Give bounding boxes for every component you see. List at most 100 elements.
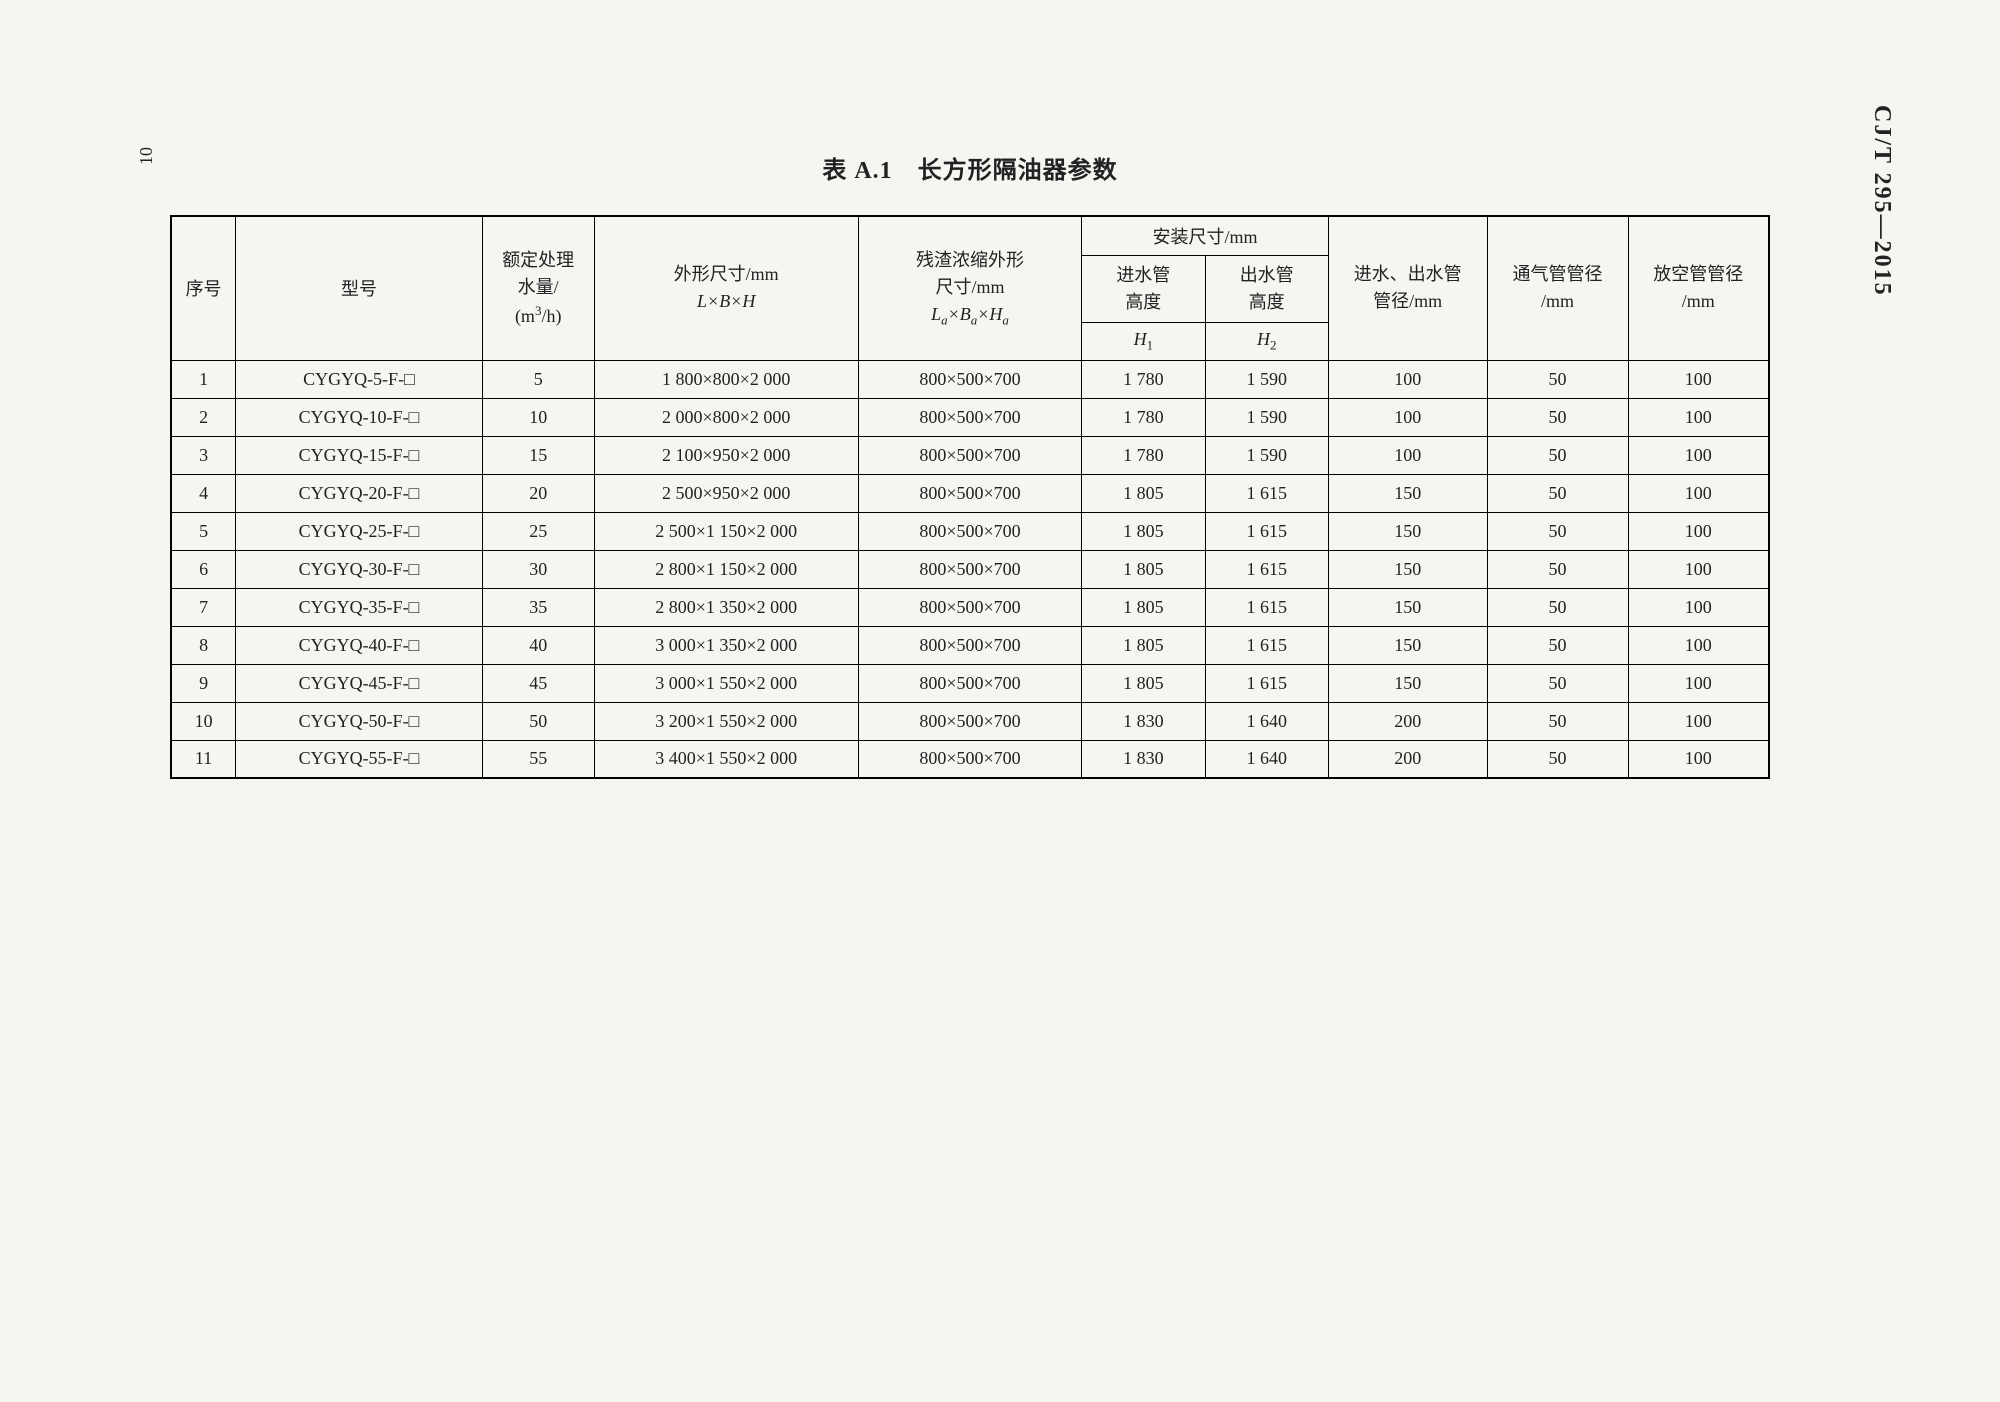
header-residue: 残渣浓缩外形 尺寸/mm La×Ba×Ha	[858, 216, 1081, 360]
cell-h1: 1 780	[1082, 436, 1205, 474]
cell-model: CYGYQ-15-F-□	[236, 436, 483, 474]
header-outer-l1: 外形尺寸/mm	[674, 264, 779, 284]
cell-outer: 3 400×1 550×2 000	[594, 740, 858, 778]
cell-h2: 1 615	[1205, 474, 1328, 512]
cell-pipe: 150	[1328, 512, 1487, 550]
cell-residue: 800×500×700	[858, 702, 1081, 740]
cell-model: CYGYQ-30-F-□	[236, 550, 483, 588]
cell-capacity: 55	[482, 740, 594, 778]
table-row: 10CYGYQ-50-F-□503 200×1 550×2 000800×500…	[171, 702, 1769, 740]
header-h2: 出水管 高度	[1205, 256, 1328, 323]
cell-drain: 100	[1628, 626, 1769, 664]
cell-h1: 1 805	[1082, 512, 1205, 550]
cell-pipe: 200	[1328, 702, 1487, 740]
cell-pipe: 100	[1328, 398, 1487, 436]
cell-h2: 1 590	[1205, 360, 1328, 398]
cell-seq: 4	[171, 474, 236, 512]
table-row: 7CYGYQ-35-F-□352 800×1 350×2 000800×500×…	[171, 588, 1769, 626]
cell-h1: 1 805	[1082, 474, 1205, 512]
cell-h1: 1 805	[1082, 664, 1205, 702]
header-capacity-l3: (m3/h)	[515, 306, 562, 326]
header-residue-l3: La×Ba×Ha	[931, 304, 1009, 324]
cell-pipe: 150	[1328, 550, 1487, 588]
header-vent-l1: 通气管管径	[1513, 264, 1603, 284]
cell-vent: 50	[1487, 740, 1628, 778]
cell-residue: 800×500×700	[858, 626, 1081, 664]
table-header: 序号 型号 额定处理 水量/ (m3/h) 外形尺寸/mm L×B×H 残渣浓缩…	[171, 216, 1769, 360]
cell-h1: 1 805	[1082, 588, 1205, 626]
cell-vent: 50	[1487, 588, 1628, 626]
cell-outer: 2 800×1 150×2 000	[594, 550, 858, 588]
table-row: 9CYGYQ-45-F-□453 000×1 550×2 000800×500×…	[171, 664, 1769, 702]
cell-h2: 1 640	[1205, 740, 1328, 778]
cell-h2: 1 590	[1205, 436, 1328, 474]
parameters-table: 序号 型号 额定处理 水量/ (m3/h) 外形尺寸/mm L×B×H 残渣浓缩…	[170, 215, 1770, 779]
cell-vent: 50	[1487, 398, 1628, 436]
cell-drain: 100	[1628, 398, 1769, 436]
cell-drain: 100	[1628, 740, 1769, 778]
cell-h1: 1 830	[1082, 702, 1205, 740]
header-drain: 放空管管径 /mm	[1628, 216, 1769, 360]
header-capacity-l2: 水量/	[518, 277, 559, 297]
cell-vent: 50	[1487, 474, 1628, 512]
cell-outer: 1 800×800×2 000	[594, 360, 858, 398]
header-residue-l2: 尺寸/mm	[935, 277, 1004, 297]
header-outer: 外形尺寸/mm L×B×H	[594, 216, 858, 360]
cell-model: CYGYQ-5-F-□	[236, 360, 483, 398]
cell-drain: 100	[1628, 474, 1769, 512]
cell-model: CYGYQ-35-F-□	[236, 588, 483, 626]
cell-h2: 1 640	[1205, 702, 1328, 740]
header-capacity-l1: 额定处理	[502, 250, 574, 270]
cell-residue: 800×500×700	[858, 436, 1081, 474]
document-code: CJ/T 295—2015	[1868, 105, 1895, 297]
cell-residue: 800×500×700	[858, 588, 1081, 626]
cell-h1: 1 780	[1082, 360, 1205, 398]
header-h2-l1: 出水管	[1240, 265, 1294, 285]
cell-residue: 800×500×700	[858, 664, 1081, 702]
cell-vent: 50	[1487, 360, 1628, 398]
cell-drain: 100	[1628, 664, 1769, 702]
header-pipe-l1: 进水、出水管	[1354, 264, 1462, 284]
header-install: 安装尺寸/mm	[1082, 216, 1329, 256]
cell-vent: 50	[1487, 512, 1628, 550]
cell-h2: 1 590	[1205, 398, 1328, 436]
cell-seq: 6	[171, 550, 236, 588]
cell-drain: 100	[1628, 436, 1769, 474]
header-drain-l1: 放空管管径	[1653, 264, 1743, 284]
cell-capacity: 20	[482, 474, 594, 512]
cell-seq: 1	[171, 360, 236, 398]
cell-seq: 9	[171, 664, 236, 702]
cell-pipe: 150	[1328, 474, 1487, 512]
cell-h2: 1 615	[1205, 626, 1328, 664]
header-vent: 通气管管径 /mm	[1487, 216, 1628, 360]
table-row: 3CYGYQ-15-F-□152 100×950×2 000800×500×70…	[171, 436, 1769, 474]
table-row: 4CYGYQ-20-F-□202 500×950×2 000800×500×70…	[171, 474, 1769, 512]
header-pipe-dia: 进水、出水管 管径/mm	[1328, 216, 1487, 360]
table-container: 表 A.1 长方形隔油器参数 序号 型号 额定处理 水量/ (m3/h) 外形尺…	[170, 150, 1770, 779]
cell-seq: 7	[171, 588, 236, 626]
cell-h1: 1 830	[1082, 740, 1205, 778]
cell-h2: 1 615	[1205, 550, 1328, 588]
cell-outer: 2 000×800×2 000	[594, 398, 858, 436]
header-pipe-l2: 管径/mm	[1373, 291, 1442, 311]
cell-capacity: 40	[482, 626, 594, 664]
cell-outer: 2 500×950×2 000	[594, 474, 858, 512]
cell-residue: 800×500×700	[858, 398, 1081, 436]
cell-drain: 100	[1628, 702, 1769, 740]
cell-seq: 3	[171, 436, 236, 474]
cell-vent: 50	[1487, 550, 1628, 588]
table-row: 5CYGYQ-25-F-□252 500×1 150×2 000800×500×…	[171, 512, 1769, 550]
cell-seq: 5	[171, 512, 236, 550]
header-vent-l2: /mm	[1541, 291, 1574, 311]
header-h1-sym: H1	[1082, 323, 1205, 361]
header-model: 型号	[236, 216, 483, 360]
cell-pipe: 150	[1328, 664, 1487, 702]
cell-capacity: 35	[482, 588, 594, 626]
cell-outer: 3 000×1 550×2 000	[594, 664, 858, 702]
table-row: 6CYGYQ-30-F-□302 800×1 150×2 000800×500×…	[171, 550, 1769, 588]
cell-h2: 1 615	[1205, 588, 1328, 626]
cell-outer: 3 000×1 350×2 000	[594, 626, 858, 664]
cell-pipe: 100	[1328, 360, 1487, 398]
cell-residue: 800×500×700	[858, 740, 1081, 778]
cell-model: CYGYQ-25-F-□	[236, 512, 483, 550]
